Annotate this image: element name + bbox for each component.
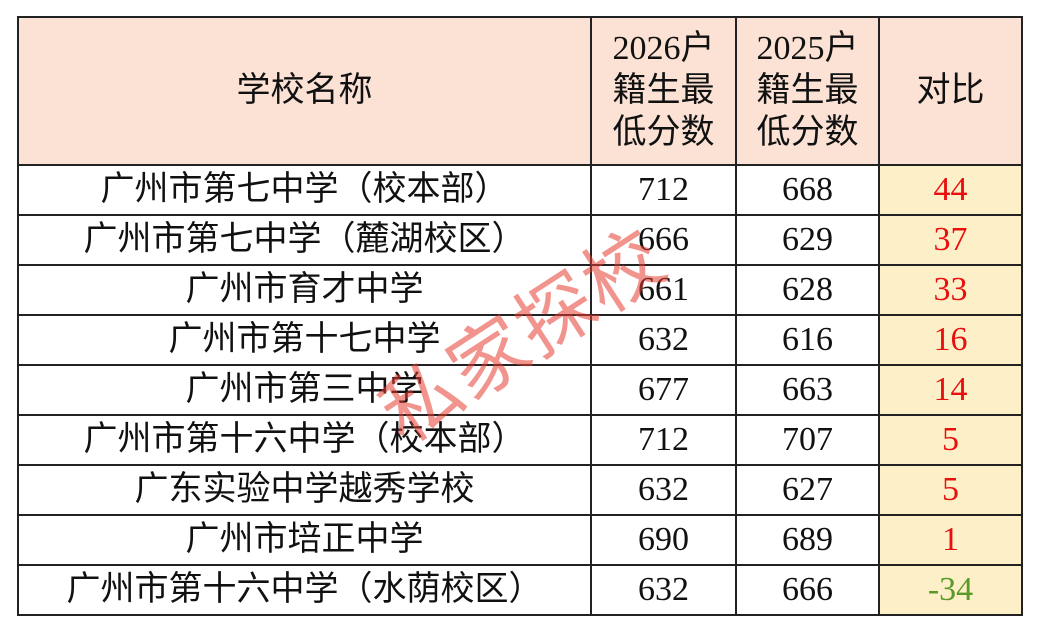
score: 661 — [590, 264, 737, 316]
score: 666 — [590, 214, 737, 266]
table-body: 广州市第七中学（校本部） 712 668 44 广州市第七中学（麓湖校区） 666 629 3… — [17, 164, 1023, 616]
header-cell: 2025户籍生最低分数 — [735, 16, 880, 166]
header-line: 籍生最 — [612, 72, 715, 109]
header-line: 低分数 — [612, 114, 715, 151]
score: 627 — [735, 464, 880, 516]
table-row: 广州市第十六中学（水荫校区） 632 666 -34 — [17, 564, 1023, 616]
score: 689 — [735, 514, 880, 566]
score: 663 — [735, 364, 880, 416]
score: 666 — [735, 564, 880, 616]
difference: 44 — [878, 164, 1023, 216]
school-name: 广州市第七中学（麓湖校区） — [17, 214, 592, 266]
score: 712 — [590, 414, 737, 466]
school-name: 广州市第三中学 — [17, 364, 592, 416]
difference: 33 — [878, 264, 1023, 316]
score: 629 — [735, 214, 880, 266]
difference: 5 — [878, 464, 1023, 516]
score: 632 — [590, 464, 737, 516]
header-cell: 学校名称 — [17, 16, 592, 166]
school-name: 广州市第十六中学（校本部） — [17, 414, 592, 466]
table-row: 广州市第七中学（校本部） 712 668 44 — [17, 164, 1023, 216]
score: 690 — [590, 514, 737, 566]
score-table: 学校名称 2026户 籍生最 低分数 2025户 籍生最 低分数 对比 广州市第七中学（校本部… — [17, 16, 1023, 616]
header-line: 2025户 — [756, 30, 859, 67]
school-name: 广州市第十六中学（水荫校区） — [17, 564, 592, 616]
table-row: 广东实验中学越秀学校 632 627 5 — [17, 464, 1023, 516]
table-row: 广州市第十七中学 632 616 16 — [17, 314, 1023, 366]
score: 628 — [735, 264, 880, 316]
table-row: 广州市第七中学（麓湖校区） 666 629 37 — [17, 214, 1023, 266]
school-name: 广州市第十七中学 — [17, 314, 592, 366]
table-row: 广州市育才中学 661 628 33 — [17, 264, 1023, 316]
score: 668 — [735, 164, 880, 216]
score: 632 — [590, 564, 737, 616]
header-cell: 对比 — [878, 16, 1023, 166]
score: 677 — [590, 364, 737, 416]
score: 616 — [735, 314, 880, 366]
score: 707 — [735, 414, 880, 466]
table-row: 广州市第三中学 677 663 14 — [17, 364, 1023, 416]
school-name: 广东实验中学越秀学校 — [17, 464, 592, 516]
table-row: 广州市培正中学 690 689 1 — [17, 514, 1023, 566]
header-row: 学校名称 2026户 籍生最 低分数 2025户 籍生最 低分数 对比 — [17, 16, 1023, 166]
header-line: 籍生最 — [756, 72, 859, 109]
header-cell: 2026户籍生最低分数 — [590, 16, 737, 166]
score: 712 — [590, 164, 737, 216]
difference: 5 — [878, 414, 1023, 466]
school-name: 广州市第七中学（校本部） — [17, 164, 592, 216]
difference: 14 — [878, 364, 1023, 416]
difference: 1 — [878, 514, 1023, 566]
difference: 16 — [878, 314, 1023, 366]
difference: -34 — [878, 564, 1023, 616]
school-name: 广州市育才中学 — [17, 264, 592, 316]
header-line: 2026户 — [612, 30, 715, 67]
table-row: 广州市第十六中学（校本部） 712 707 5 — [17, 414, 1023, 466]
score: 632 — [590, 314, 737, 366]
difference: 37 — [878, 214, 1023, 266]
school-name: 广州市培正中学 — [17, 514, 592, 566]
header-line: 低分数 — [756, 114, 859, 151]
